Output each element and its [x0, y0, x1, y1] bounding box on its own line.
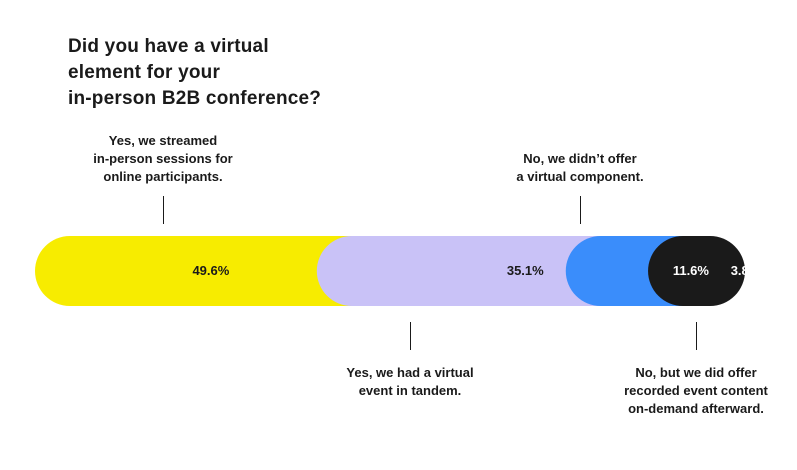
category-label-line: No, we didn’t offer: [523, 151, 637, 166]
category-label-line: No, but we did offer: [635, 365, 757, 380]
chart-title-line: element for your: [68, 62, 221, 83]
category-label-line: a virtual component.: [516, 169, 644, 184]
bar-value-label: 49.6%: [192, 263, 230, 278]
chart-title-line: Did you have a virtual: [68, 36, 269, 57]
chart-title: Did you have a virtual element for your …: [68, 34, 388, 112]
annotation-tick: [163, 196, 164, 224]
category-label: Yes, we had a virtual event in tandem.: [310, 364, 510, 400]
category-label-line: recorded event content: [624, 383, 768, 398]
category-label-line: Yes, we streamed: [108, 133, 218, 148]
category-label-line: in-person sessions for: [93, 151, 233, 166]
category-label-line: event in tandem.: [358, 383, 462, 398]
bar-segment-2: [316, 236, 636, 306]
category-label-line: on-demand afterward.: [628, 401, 764, 416]
category-label: No, we didn’t offer a virtual component.: [480, 150, 680, 186]
bar-value-label: 35.1%: [506, 263, 544, 278]
bar-value-label: 3.8%: [730, 263, 761, 278]
bar-value-label: 11.6%: [672, 263, 709, 278]
category-label: No, but we did offer recorded event conte…: [596, 364, 796, 418]
category-label-line: online participants.: [103, 169, 223, 184]
annotation-tick: [410, 322, 411, 350]
chart-title-line: in-person B2B conference?: [68, 88, 322, 109]
category-label: Yes, we streamed in-person sessions for on…: [63, 132, 263, 186]
category-label-line: Yes, we had a virtual: [346, 365, 474, 380]
annotation-tick: [580, 196, 581, 224]
annotation-tick: [696, 322, 697, 350]
